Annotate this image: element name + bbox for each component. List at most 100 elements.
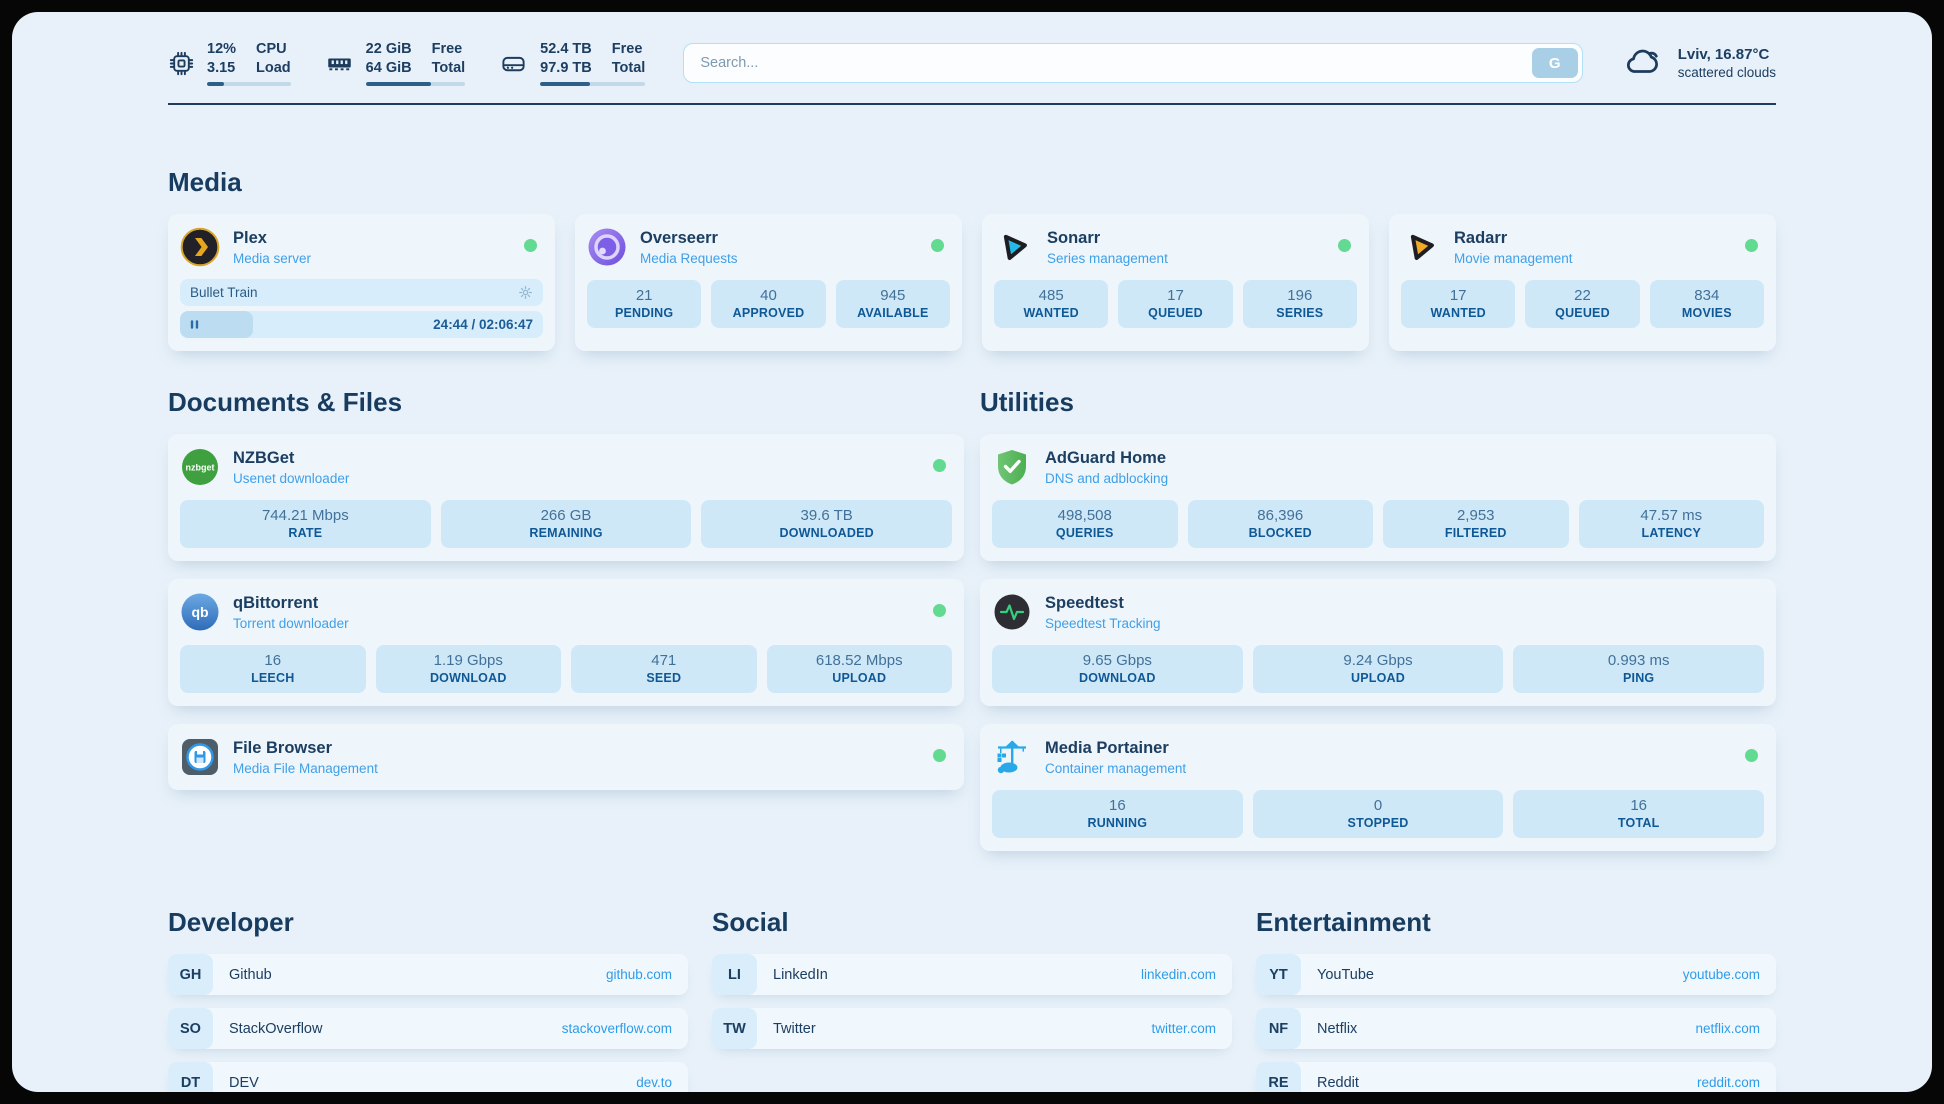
stat-value: 86,396	[1257, 507, 1304, 524]
disk-stat: 52.4 TB 97.9 TB Free Total	[499, 40, 646, 87]
disk-free-label: Free	[611, 40, 643, 57]
now-playing-title: Bullet Train	[190, 285, 258, 300]
adguard-title: AdGuard Home	[1045, 449, 1167, 467]
stat-value: 17	[1167, 287, 1184, 304]
radarr-title: Radarr	[1454, 229, 1508, 247]
topbar: 12% 3.15 CPU Load	[168, 34, 1776, 92]
link-url: twitter.com	[1151, 1021, 1216, 1036]
twitter-badge: TW	[712, 1008, 757, 1049]
link-url: youtube.com	[1682, 967, 1760, 982]
utilities-section: Utilities AdGuard Home DNS and adblockin…	[980, 387, 1776, 851]
filebrowser-card[interactable]: File Browser Media File Management	[168, 724, 964, 790]
filebrowser-status-dot	[933, 749, 946, 762]
dashboard-page: 12% 3.15 CPU Load	[12, 12, 1932, 1092]
adguard-card[interactable]: AdGuard Home DNS and adblocking 498,508 …	[980, 434, 1776, 561]
sonarr-queued-stat: 17 QUEUED	[1118, 280, 1233, 328]
search-engine-button[interactable]: G	[1531, 48, 1578, 78]
overseerr-pending-stat: 21 PENDING	[587, 280, 702, 328]
link-url: stackoverflow.com	[561, 1021, 672, 1036]
link-dev[interactable]: DT DEV dev.to	[168, 1062, 688, 1092]
link-linkedin[interactable]: LI LinkedIn linkedin.com	[712, 954, 1232, 995]
stat-label: RATE	[288, 526, 323, 540]
memory-progress-bar	[365, 81, 466, 87]
social-links-section: Social LI LinkedIn linkedin.com TW Twitt…	[712, 907, 1232, 1049]
stat-label: SERIES	[1276, 306, 1324, 320]
stat-value: 2,953	[1456, 507, 1495, 524]
adguard-queries-stat: 498,508 QUERIES	[992, 500, 1178, 548]
stat-label: DOWNLOAD	[429, 671, 507, 685]
plex-icon	[180, 227, 220, 267]
radarr-queued-stat: 22 QUEUED	[1525, 280, 1640, 328]
adguard-subtitle: DNS and adblocking	[1045, 470, 1169, 486]
link-stackoverflow[interactable]: SO StackOverflow stackoverflow.com	[168, 1008, 688, 1049]
radarr-status-dot	[1745, 239, 1758, 252]
plex-card[interactable]: Plex Media server Bullet Train	[168, 214, 555, 351]
portainer-card[interactable]: Media Portainer Container management 16 …	[980, 724, 1776, 851]
memory-free-value: 22 GiB	[365, 40, 412, 57]
speedtest-ping-stat: 0.993 ms PING	[1513, 645, 1765, 693]
cpu-progress-bar	[207, 81, 291, 87]
speedtest-card[interactable]: Speedtest Speedtest Tracking 9.65 Gbps D…	[980, 579, 1776, 706]
ram-icon	[325, 50, 354, 77]
search-bar: G	[683, 43, 1583, 83]
search-input[interactable]	[683, 43, 1583, 83]
portainer-status-dot	[1745, 749, 1758, 762]
player-progress-bar: 24:44 / 02:06:47	[180, 311, 543, 338]
stat-value: 945	[880, 287, 906, 304]
cpu-stat: 12% 3.15 CPU Load	[168, 40, 291, 87]
qbittorrent-seed-stat: 471 SEED	[571, 645, 757, 693]
svg-text:nzbget: nzbget	[186, 463, 215, 473]
linkedin-badge: LI	[712, 954, 757, 995]
link-name: YouTube	[1317, 966, 1374, 983]
qbittorrent-title: qBittorrent	[233, 594, 319, 612]
sonarr-card[interactable]: Sonarr Series management 485 WANTED 17 Q…	[982, 214, 1369, 351]
link-github[interactable]: GH Github github.com	[168, 954, 688, 995]
player-time: 24:44 / 02:06:47	[433, 317, 533, 332]
plex-now-playing: Bullet Train 24:44 / 02:06:47	[180, 279, 543, 338]
radarr-card[interactable]: Radarr Movie management 17 WANTED 22 QUE…	[1389, 214, 1776, 351]
link-twitter[interactable]: TW Twitter twitter.com	[712, 1008, 1232, 1049]
stat-label: DOWNLOADED	[779, 526, 874, 540]
link-url: netflix.com	[1695, 1021, 1760, 1036]
stat-value: 744.21 Mbps	[261, 507, 349, 524]
player-settings-gear-icon[interactable]	[518, 285, 533, 300]
link-reddit[interactable]: RE Reddit reddit.com	[1256, 1062, 1776, 1092]
pause-icon[interactable]	[189, 319, 200, 330]
stat-value: 22	[1574, 287, 1591, 304]
memory-free-label: Free	[431, 40, 463, 57]
plex-subtitle: Media server	[233, 250, 312, 266]
link-url: linkedin.com	[1140, 967, 1216, 982]
stat-value: 21	[635, 287, 653, 304]
link-netflix[interactable]: NF Netflix netflix.com	[1256, 1008, 1776, 1049]
sonarr-icon	[994, 227, 1034, 267]
stat-label: APPROVED	[732, 306, 805, 320]
nzbget-card[interactable]: nzbget NZBGet Usenet downloader 744.21 M…	[168, 434, 964, 561]
qbittorrent-download-stat: 1.19 Gbps DOWNLOAD	[375, 645, 561, 693]
portainer-icon	[992, 737, 1032, 777]
entertainment-section-title: Entertainment	[1256, 907, 1431, 937]
radarr-wanted-stat: 17 WANTED	[1401, 280, 1516, 328]
stat-value: 39.6 TB	[800, 507, 853, 524]
stat-label: PENDING	[614, 306, 674, 320]
portainer-stopped-stat: 0 STOPPED	[1252, 790, 1504, 838]
link-youtube[interactable]: YT YouTube youtube.com	[1256, 954, 1776, 995]
developer-links-section: Developer GH Github github.com SO StackO…	[168, 907, 688, 1092]
filebrowser-subtitle: Media File Management	[233, 760, 378, 776]
overseerr-card[interactable]: Overseerr Media Requests 21 PENDING 40 A…	[575, 214, 962, 351]
stat-label: WANTED	[1430, 306, 1486, 320]
link-name: Twitter	[773, 1020, 816, 1037]
stat-value: 1.19 Gbps	[433, 652, 503, 669]
adguard-blocked-stat: 86,396 BLOCKED	[1187, 500, 1373, 548]
dev-badge: DT	[168, 1062, 213, 1092]
qbittorrent-card[interactable]: qb qBittorrent Torrent downloader 16 LEE…	[168, 579, 964, 706]
weather-location-temp: Lviv, 16.87°C	[1677, 46, 1770, 63]
weather-widget: Lviv, 16.87°C scattered clouds	[1621, 43, 1776, 83]
stat-value: 17	[1449, 287, 1467, 304]
stat-value: 9.24 Gbps	[1343, 652, 1413, 669]
stat-value: 0.993 ms	[1607, 652, 1670, 669]
link-name: LinkedIn	[773, 966, 828, 983]
link-name: DEV	[229, 1074, 259, 1091]
stat-value: 0	[1373, 797, 1383, 814]
stat-label: FILTERED	[1444, 526, 1507, 540]
qbittorrent-subtitle: Torrent downloader	[233, 615, 349, 631]
